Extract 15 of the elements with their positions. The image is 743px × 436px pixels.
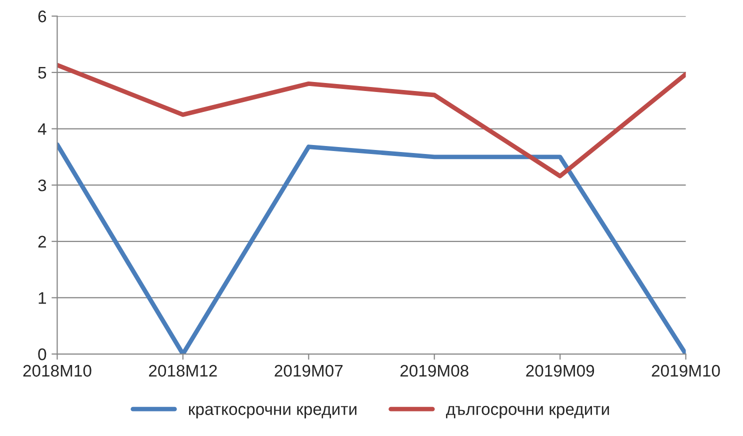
legend-label: дългосрочни кредити bbox=[446, 406, 609, 418]
y-tick-label: 4 bbox=[38, 123, 46, 135]
y-tick-label: 0 bbox=[38, 348, 46, 360]
x-tick-label: 2018M12 bbox=[149, 364, 217, 377]
x-tick-label: 2019M09 bbox=[526, 364, 594, 377]
y-tick-label: 1 bbox=[38, 292, 46, 304]
y-tick-label: 2 bbox=[38, 236, 46, 248]
x-tick-label: 2019M08 bbox=[400, 364, 468, 377]
x-tick-label: 2019M07 bbox=[274, 364, 343, 377]
x-tick-label: 2018M10 bbox=[23, 364, 92, 377]
y-tick-label: 3 bbox=[38, 179, 46, 192]
y-tick-label: 5 bbox=[38, 67, 46, 79]
y-tick-label: 6 bbox=[38, 10, 46, 22]
x-tick-label: 2019M10 bbox=[652, 364, 720, 377]
legend-label: краткосрочни кредити bbox=[189, 406, 356, 418]
